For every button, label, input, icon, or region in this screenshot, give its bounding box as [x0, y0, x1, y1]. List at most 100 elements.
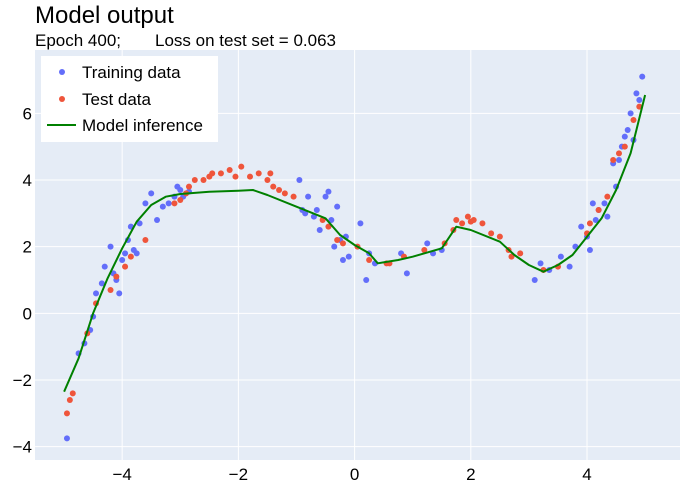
legend-box — [41, 56, 218, 142]
legend-label-test: Test data — [82, 90, 152, 109]
test-point — [334, 237, 341, 243]
training-point — [154, 217, 161, 223]
test-point — [232, 173, 239, 180]
test-point — [191, 177, 198, 183]
training-point — [325, 188, 332, 195]
test-point — [177, 197, 184, 203]
y-tick-label: −2 — [13, 371, 32, 390]
test-point — [276, 187, 283, 193]
training-point — [633, 90, 640, 97]
training-point — [586, 247, 593, 253]
training-point — [537, 260, 544, 267]
training-point — [328, 217, 335, 223]
chart-subtitle: Epoch 400; Loss on test set = 0.063 — [35, 31, 336, 51]
model-inference-line — [63, 94, 647, 393]
test-point — [508, 253, 515, 260]
epoch-label: Epoch 400; — [35, 31, 122, 50]
training-point — [159, 203, 166, 210]
legend: Training data Test data Model inference — [41, 56, 218, 142]
test-point — [113, 273, 120, 280]
test-point — [185, 183, 192, 190]
training-point — [177, 187, 184, 193]
training-point — [639, 73, 646, 80]
legend-marker-test — [59, 96, 65, 102]
training-point — [339, 257, 346, 263]
test-point — [69, 390, 76, 397]
test-point — [247, 173, 253, 180]
training-point — [615, 157, 622, 163]
training-point — [334, 203, 341, 210]
x-tick-label: 4 — [582, 465, 591, 484]
y-tick-label: 6 — [23, 104, 32, 123]
test-point — [200, 177, 207, 183]
test-point — [63, 410, 70, 417]
test-point — [604, 193, 611, 200]
training-point — [589, 200, 596, 207]
training-point — [305, 193, 312, 200]
training-point — [107, 243, 114, 250]
x-tick-label: 0 — [350, 465, 359, 484]
test-point — [621, 143, 628, 150]
test-point — [217, 170, 224, 177]
training-point — [133, 250, 140, 257]
test-point — [459, 220, 466, 227]
training-point — [63, 435, 70, 442]
training-point — [403, 270, 410, 277]
training-point — [624, 127, 631, 133]
test-point — [281, 190, 288, 197]
test-point — [142, 237, 149, 243]
test-point — [615, 150, 622, 157]
legend-label-training: Training data — [82, 63, 181, 82]
training-point — [313, 207, 320, 213]
test-point — [366, 257, 373, 263]
test-point — [107, 287, 114, 293]
test-point — [325, 223, 332, 230]
test-point — [255, 170, 262, 177]
training-point — [122, 250, 129, 257]
test-point — [464, 213, 471, 220]
test-point — [470, 217, 477, 223]
test-point — [630, 117, 637, 123]
training-point — [165, 200, 172, 207]
chart-title: Model output — [35, 2, 174, 29]
test-point — [488, 230, 495, 237]
test-point — [517, 250, 524, 257]
test-point — [270, 183, 277, 190]
training-point — [116, 290, 123, 297]
legend-marker-training — [59, 69, 65, 75]
test-point — [595, 207, 602, 213]
training-point — [345, 253, 352, 260]
test-point — [586, 220, 593, 227]
training-point — [531, 277, 538, 283]
x-tick-label: −4 — [112, 465, 131, 484]
training-point — [331, 243, 338, 250]
x-tick-label: 2 — [466, 465, 475, 484]
test-point — [290, 193, 297, 200]
test-point — [209, 170, 216, 177]
training-point — [98, 280, 105, 287]
training-point — [621, 133, 628, 140]
training-point — [601, 200, 608, 207]
test-point — [479, 220, 486, 227]
y-tick-label: 2 — [23, 238, 32, 257]
training-point — [93, 290, 100, 297]
test-point — [66, 397, 73, 403]
training-point — [316, 227, 323, 233]
training-point — [357, 220, 364, 227]
y-tick-label: 0 — [23, 304, 32, 323]
y-tick-label: 4 — [23, 171, 32, 190]
training-point — [627, 110, 634, 117]
loss-label: Loss on test set = 0.063 — [155, 31, 336, 50]
training-point — [142, 200, 149, 207]
training-point — [101, 263, 108, 270]
test-point — [171, 200, 178, 207]
training-point — [578, 223, 585, 230]
test-point — [421, 247, 428, 253]
test-point — [238, 163, 245, 170]
axis-ticks: −4 −2 0 2 4 −4 −2 0 2 4 6 — [13, 104, 592, 484]
training-point — [604, 213, 611, 220]
test-point — [127, 253, 134, 260]
training-point — [322, 193, 329, 200]
test-point — [264, 177, 271, 183]
